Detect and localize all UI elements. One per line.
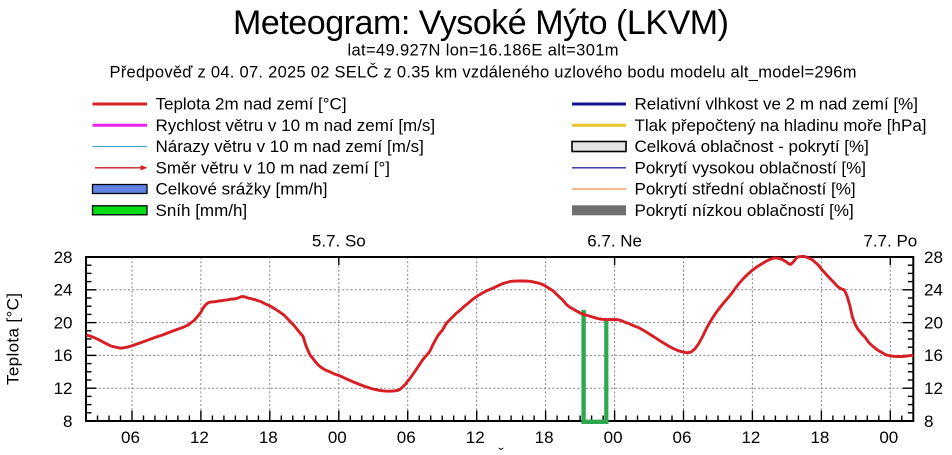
svg-text:Rychlost větru v 10 m nad zemí: Rychlost větru v 10 m nad zemí [m/s] <box>156 116 436 135</box>
svg-text:24: 24 <box>54 281 73 300</box>
svg-text:06: 06 <box>397 428 416 447</box>
svg-text:lat=49.927N lon=16.186E alt=30: lat=49.927N lon=16.186E alt=301m <box>348 42 619 60</box>
svg-text:12: 12 <box>741 428 760 447</box>
svg-text:12: 12 <box>924 379 943 398</box>
svg-text:Meteogram: Vysoké Mýto (LKVM): Meteogram: Vysoké Mýto (LKVM) <box>233 4 729 42</box>
svg-text:20: 20 <box>54 313 73 332</box>
svg-text:8: 8 <box>924 412 933 431</box>
svg-text:Sníh [mm/h]: Sníh [mm/h] <box>156 201 248 220</box>
svg-text:12: 12 <box>190 428 209 447</box>
svg-text:00: 00 <box>879 428 898 447</box>
svg-text:6.7. Ne: 6.7. Ne <box>587 232 642 251</box>
svg-text:Teplota [°C]: Teplota [°C] <box>4 293 23 385</box>
svg-text:20: 20 <box>924 313 943 332</box>
svg-text:Pokrytí střední oblačností [%]: Pokrytí střední oblačností [%] <box>635 180 856 199</box>
svg-text:12: 12 <box>54 379 73 398</box>
svg-text:Celkové srážky [mm/h]: Celkové srážky [mm/h] <box>156 180 328 199</box>
svg-text:7.7. Po: 7.7. Po <box>863 232 917 251</box>
svg-text:Pokrytí nízkou oblačností [%]: Pokrytí nízkou oblačností [%] <box>635 201 854 220</box>
svg-text:8: 8 <box>63 412 72 431</box>
svg-text:Tlak přepočtený na hladinu moř: Tlak přepočtený na hladinu moře [hPa] <box>635 116 927 135</box>
svg-text:16: 16 <box>54 346 73 365</box>
svg-text:Relativní vlhkost ve 2 m nad z: Relativní vlhkost ve 2 m nad zemí [%] <box>635 95 918 114</box>
svg-text:5.7. So: 5.7. So <box>312 232 366 251</box>
svg-text:Teplota 2m nad zemí [°C]: Teplota 2m nad zemí [°C] <box>156 95 347 114</box>
svg-text:28: 28 <box>924 248 943 267</box>
svg-text:00: 00 <box>604 428 623 447</box>
svg-text:06: 06 <box>673 428 692 447</box>
svg-text:Pokrytí vysokou oblačností [%]: Pokrytí vysokou oblačností [%] <box>635 158 867 177</box>
svg-text:Celková oblačnost - pokrytí [%: Celková oblačnost - pokrytí [%] <box>635 137 869 156</box>
svg-text:Předpověď z 04. 07. 2025 02 SE: Předpověď z 04. 07. 2025 02 SELČ z 0.35 … <box>110 63 857 82</box>
svg-text:16: 16 <box>924 346 943 365</box>
svg-text:Směr větru v 10 m nad zemí [°]: Směr větru v 10 m nad zemí [°] <box>156 158 391 177</box>
svg-text:24: 24 <box>924 281 943 300</box>
svg-text:00: 00 <box>328 428 347 447</box>
svg-text:12: 12 <box>466 428 485 447</box>
svg-text:18: 18 <box>810 428 829 447</box>
svg-text:06: 06 <box>121 428 140 447</box>
svg-text:18: 18 <box>259 428 278 447</box>
svg-text:18: 18 <box>535 428 554 447</box>
svg-text:28: 28 <box>54 248 73 267</box>
svg-text:Nárazy větru v 10 m nad zemí [: Nárazy větru v 10 m nad zemí [m/s] <box>156 137 424 156</box>
